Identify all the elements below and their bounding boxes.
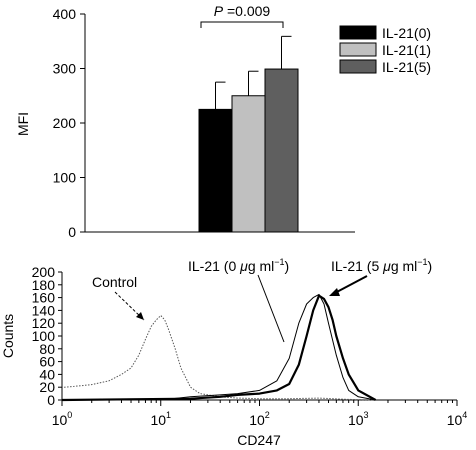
legend-label-2: IL-21(5) xyxy=(382,59,431,75)
il21-5-label: IL-21 (5 μg ml−1) xyxy=(331,257,432,274)
il21-0-close: ) xyxy=(285,258,290,274)
il21-0-label: IL-21 (0 μg ml−1) xyxy=(188,257,289,274)
il21-5-pointer xyxy=(332,275,368,295)
legend-label-1: IL-21(1) xyxy=(382,42,431,58)
hist-x-ticks: 100 101 102 103 104 xyxy=(52,400,468,428)
bar-y-tick-label: 400 xyxy=(53,6,77,22)
p-letter: P xyxy=(214,3,224,19)
bar-y-axis-label: MFI xyxy=(15,112,31,136)
histogram-line-thick xyxy=(61,294,377,402)
il21-0-pointer xyxy=(257,274,285,343)
bar-y-tick-label: 0 xyxy=(68,224,76,240)
il21-5-unit: g ml xyxy=(391,258,417,274)
bar-y-tick-label: 300 xyxy=(53,61,77,77)
legend-label-0: IL-21(0) xyxy=(382,25,431,41)
il21-5-close: ) xyxy=(428,258,433,274)
bar-1 xyxy=(231,95,266,233)
il21-5-pre: IL-21 (5 xyxy=(331,258,383,274)
legend-swatch-1 xyxy=(339,42,377,57)
control-arrowhead xyxy=(136,312,144,320)
bar-y-tick-label: 200 xyxy=(53,115,77,131)
histogram-line-thin xyxy=(62,293,376,401)
hist-x-tick-label: 104 xyxy=(447,410,468,428)
hist-x-tick-label: 102 xyxy=(249,410,270,428)
bar-y-ticks: 0 100 200 300 400 xyxy=(53,6,85,240)
hist-y-tick-label: 140 xyxy=(32,302,56,318)
bar-y-tick-label: 100 xyxy=(53,170,77,186)
hist-x-tick-label: 103 xyxy=(348,410,369,428)
hist-y-tick-label: 120 xyxy=(32,315,56,331)
hist-lines xyxy=(61,293,377,402)
histogram-line-dotted xyxy=(64,315,376,401)
hist-y-axis-label: Counts xyxy=(0,314,16,358)
il21-0-pre: IL-21 (0 xyxy=(188,258,240,274)
p-value-label: P =0.009 xyxy=(214,3,271,19)
il21-0-unit: g ml xyxy=(248,258,274,274)
il21-0-mu: μ xyxy=(239,258,248,274)
bar-marks xyxy=(198,35,299,233)
legend-swatch-0 xyxy=(339,25,377,40)
il21-5-arrowhead xyxy=(329,288,340,296)
hist-y-tick-label: 20 xyxy=(39,379,55,395)
hist-y-tick-label: 80 xyxy=(39,341,55,357)
hist-y-tick-label: 40 xyxy=(39,366,55,382)
bar-0 xyxy=(198,108,233,233)
bracket-line xyxy=(200,21,284,28)
hist-y-tick-label: 200 xyxy=(32,264,56,280)
significance-bracket: P =0.009 xyxy=(200,3,284,28)
hist-x-tick-label: 100 xyxy=(52,410,73,428)
il21-5-exp: −1 xyxy=(417,257,427,267)
hist-x-tick-label: 101 xyxy=(150,410,171,428)
hist-y-tick-label: 60 xyxy=(39,354,55,370)
bar-legend: IL-21(0) IL-21(1) IL-21(5) xyxy=(339,25,431,75)
hist-y-tick-label: 100 xyxy=(32,328,56,344)
hist-y-tick-label: 180 xyxy=(32,277,56,293)
il21-5-mu: μ xyxy=(382,258,391,274)
bar-2 xyxy=(264,68,299,233)
legend-swatch-2 xyxy=(339,59,377,74)
hist-y-tick-label: 0 xyxy=(47,392,55,408)
p-rest: =0.009 xyxy=(223,3,270,19)
bar-panel: 0 100 200 300 400 MFI P =0.009 IL-21(0) IL-2… xyxy=(15,3,431,240)
il21-0-exp: −1 xyxy=(274,257,284,267)
hist-x-axis-label: CD247 xyxy=(237,432,281,448)
control-arrow xyxy=(114,291,145,321)
hist-y-tick-label: 160 xyxy=(32,290,56,306)
control-label: Control xyxy=(92,274,137,290)
